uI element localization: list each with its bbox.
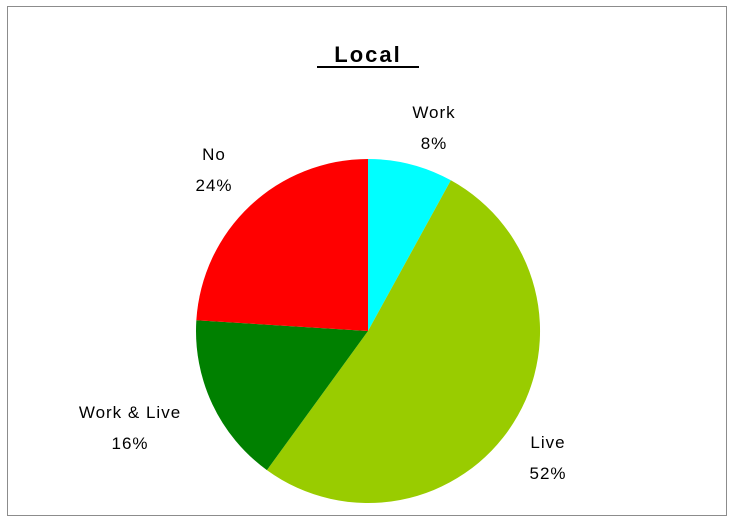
- slice-percent-label: 24%: [195, 176, 232, 195]
- slice-label: Work & Live: [79, 403, 181, 422]
- slice-percent-label: 52%: [529, 464, 566, 483]
- slice-label: No: [202, 145, 226, 164]
- chart-title: Local: [334, 42, 401, 67]
- slice-percent-label: 8%: [421, 134, 448, 153]
- slice-label: Live: [530, 433, 565, 452]
- slice-percent-label: 16%: [111, 434, 148, 453]
- slice-label: Work: [412, 103, 455, 122]
